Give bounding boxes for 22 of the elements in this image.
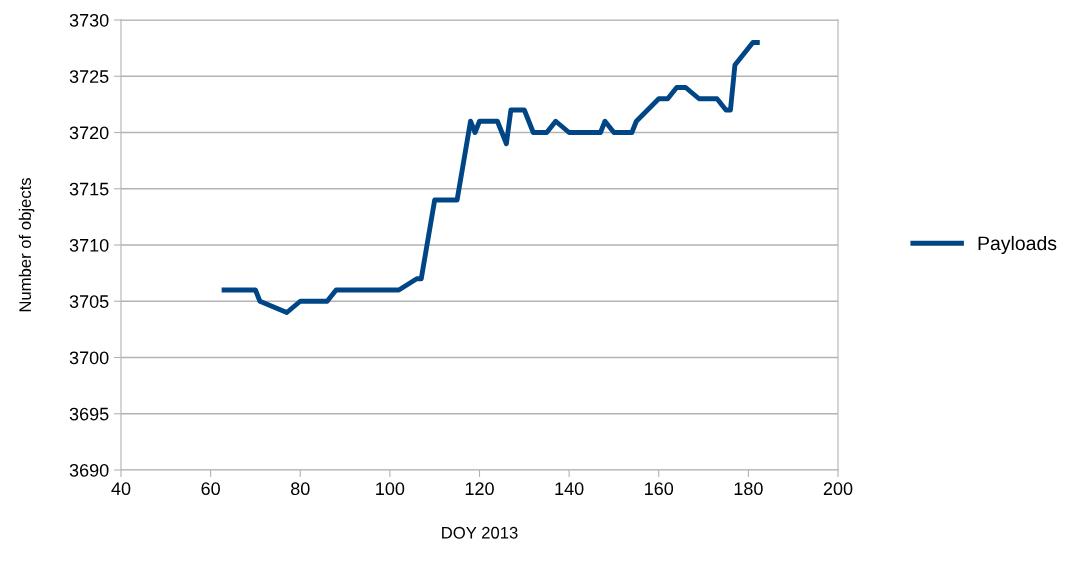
y-tick-label: 3690 [69, 463, 109, 477]
y-tick-label: 3705 [69, 295, 109, 308]
y-tick-label: 3720 [69, 126, 109, 140]
y-tick-label: 3710 [69, 238, 109, 252]
line-series [221, 40, 760, 315]
y-tick-label: 3725 [69, 70, 109, 83]
y-tick-label: 3715 [69, 182, 109, 196]
y-tick-label: 3730 [69, 13, 109, 27]
x-axis-title: DOY 2013 [442, 526, 518, 539]
x-tick-label: 40 [111, 482, 131, 496]
x-tick-label: 200 [823, 482, 853, 496]
y-axis-title: Number of objects [18, 177, 35, 312]
x-tick-label: 120 [465, 482, 494, 496]
x-tick-label: 60 [201, 482, 220, 496]
y-tick-label: 3695 [69, 407, 109, 421]
legend-label: Payloads [978, 235, 1057, 255]
x-tick-label: 140 [555, 482, 584, 496]
x-tick-label: 160 [645, 482, 674, 496]
y-tick-label: 3700 [69, 351, 109, 365]
x-tick-label: 80 [290, 482, 310, 496]
x-tick-label: 180 [734, 482, 763, 496]
x-tick-label: 100 [376, 482, 405, 496]
